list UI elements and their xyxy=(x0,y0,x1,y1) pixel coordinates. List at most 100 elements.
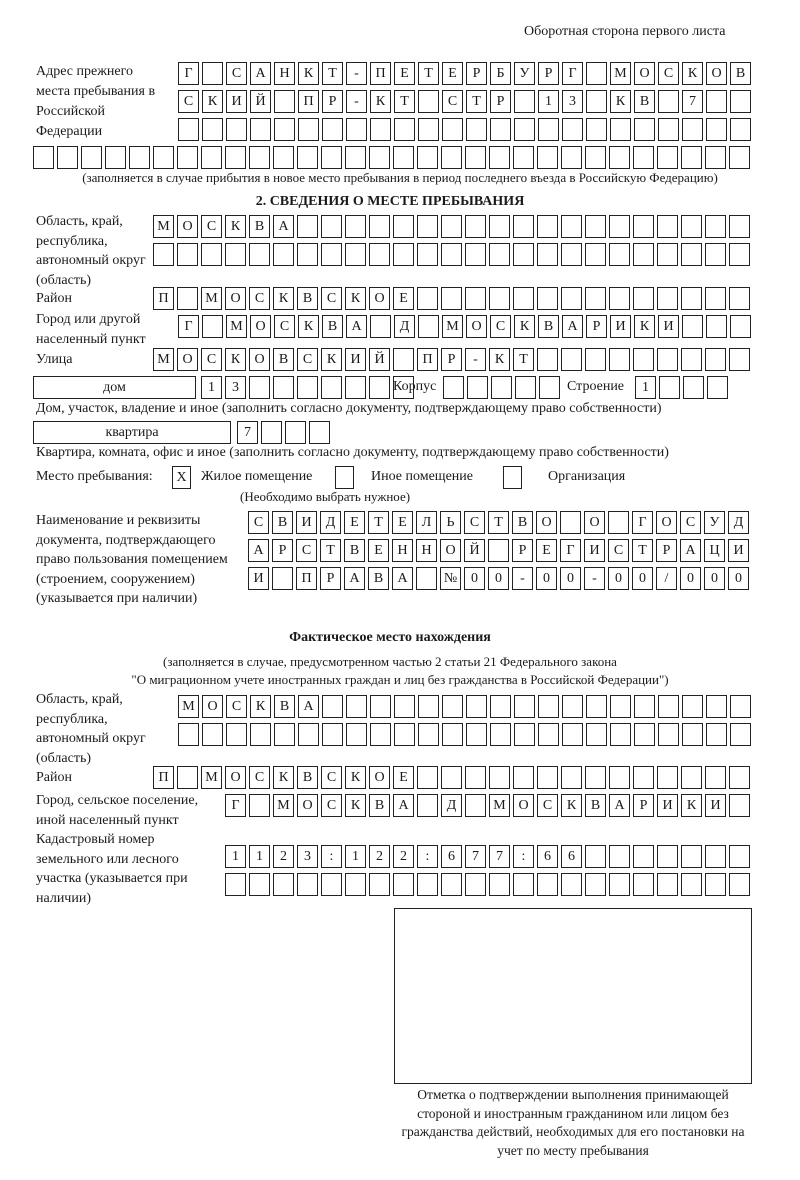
char-cell[interactable] xyxy=(345,243,366,266)
char-cell[interactable]: С xyxy=(226,62,247,85)
char-cell[interactable]: Р xyxy=(586,315,607,338)
char-cell[interactable] xyxy=(285,421,306,444)
char-cell[interactable]: Н xyxy=(392,539,413,562)
char-cell[interactable] xyxy=(105,146,126,169)
char-cell[interactable]: № xyxy=(440,567,461,590)
char-cell[interactable] xyxy=(488,539,509,562)
char-cell[interactable]: - xyxy=(584,567,605,590)
char-cell[interactable] xyxy=(418,695,439,718)
char-cell[interactable] xyxy=(466,695,487,718)
char-cell[interactable]: И xyxy=(296,511,317,534)
char-cell[interactable] xyxy=(369,873,390,896)
char-cell[interactable] xyxy=(513,287,534,310)
char-cell[interactable] xyxy=(81,146,102,169)
char-cell[interactable]: В xyxy=(274,695,295,718)
char-cell[interactable]: А xyxy=(298,695,319,718)
char-cell[interactable] xyxy=(729,243,750,266)
char-cell[interactable]: В xyxy=(297,287,318,310)
char-cell[interactable] xyxy=(177,766,198,789)
char-cell[interactable] xyxy=(369,215,390,238)
char-cell[interactable]: 7 xyxy=(237,421,258,444)
char-cell[interactable] xyxy=(417,215,438,238)
char-cell[interactable] xyxy=(465,873,486,896)
char-cell[interactable]: О xyxy=(225,766,246,789)
char-cell[interactable] xyxy=(345,146,366,169)
char-cell[interactable]: К xyxy=(610,90,631,113)
char-cell[interactable] xyxy=(370,118,391,141)
char-cell[interactable] xyxy=(609,146,630,169)
char-cell[interactable] xyxy=(417,243,438,266)
char-cell[interactable] xyxy=(682,315,703,338)
char-cell[interactable] xyxy=(730,315,751,338)
char-cell[interactable]: И xyxy=(226,90,247,113)
char-cell[interactable] xyxy=(298,723,319,746)
char-cell[interactable] xyxy=(705,766,726,789)
char-cell[interactable]: Е xyxy=(393,287,414,310)
char-cell[interactable] xyxy=(177,146,198,169)
char-cell[interactable]: Д xyxy=(728,511,749,534)
char-cell[interactable]: Р xyxy=(512,539,533,562)
char-cell[interactable] xyxy=(225,146,246,169)
char-cell[interactable]: А xyxy=(250,62,271,85)
char-cell[interactable]: В xyxy=(512,511,533,534)
char-cell[interactable] xyxy=(129,146,150,169)
char-cell[interactable] xyxy=(370,695,391,718)
char-cell[interactable] xyxy=(537,873,558,896)
char-cell[interactable] xyxy=(394,695,415,718)
char-cell[interactable]: Н xyxy=(274,62,295,85)
char-cell[interactable]: - xyxy=(346,90,367,113)
char-cell[interactable] xyxy=(417,766,438,789)
char-cell[interactable] xyxy=(705,215,726,238)
char-cell[interactable]: М xyxy=(226,315,247,338)
char-cell[interactable] xyxy=(417,794,438,817)
char-cell[interactable]: 0 xyxy=(488,567,509,590)
char-cell[interactable] xyxy=(441,243,462,266)
char-cell[interactable]: К xyxy=(250,695,271,718)
char-cell[interactable] xyxy=(561,873,582,896)
char-cell[interactable]: А xyxy=(562,315,583,338)
char-cell[interactable] xyxy=(273,243,294,266)
char-cell[interactable]: М xyxy=(610,62,631,85)
char-cell[interactable]: О xyxy=(249,348,270,371)
char-cell[interactable] xyxy=(585,766,606,789)
char-cell[interactable] xyxy=(706,315,727,338)
char-cell[interactable] xyxy=(706,695,727,718)
char-cell[interactable] xyxy=(465,287,486,310)
char-cell[interactable]: И xyxy=(658,315,679,338)
char-cell[interactable] xyxy=(514,118,535,141)
char-cell[interactable]: Й xyxy=(369,348,390,371)
char-cell[interactable] xyxy=(633,287,654,310)
char-cell[interactable]: 0 xyxy=(536,567,557,590)
char-cell[interactable] xyxy=(514,90,535,113)
char-cell[interactable] xyxy=(609,845,630,868)
char-cell[interactable] xyxy=(418,315,439,338)
char-cell[interactable]: Т xyxy=(513,348,534,371)
char-cell[interactable]: К xyxy=(514,315,535,338)
char-cell[interactable]: В xyxy=(322,315,343,338)
char-cell[interactable] xyxy=(729,146,750,169)
char-cell[interactable] xyxy=(586,695,607,718)
char-cell[interactable]: У xyxy=(704,511,725,534)
char-cell[interactable]: - xyxy=(465,348,486,371)
char-cell[interactable]: С xyxy=(297,348,318,371)
char-cell[interactable] xyxy=(538,118,559,141)
char-cell[interactable] xyxy=(393,215,414,238)
char-cell[interactable]: О xyxy=(634,62,655,85)
char-cell[interactable]: Т xyxy=(394,90,415,113)
char-cell[interactable]: Ь xyxy=(440,511,461,534)
char-cell[interactable] xyxy=(393,873,414,896)
char-cell[interactable]: 7 xyxy=(489,845,510,868)
char-cell[interactable]: К xyxy=(298,315,319,338)
char-cell[interactable]: И xyxy=(345,348,366,371)
char-cell[interactable] xyxy=(681,215,702,238)
char-cell[interactable]: М xyxy=(201,287,222,310)
char-cell[interactable] xyxy=(153,243,174,266)
char-cell[interactable] xyxy=(417,146,438,169)
char-cell[interactable] xyxy=(57,146,78,169)
char-cell[interactable] xyxy=(416,567,437,590)
char-cell[interactable] xyxy=(298,118,319,141)
option-other-checkbox[interactable] xyxy=(335,466,354,489)
char-cell[interactable] xyxy=(226,118,247,141)
char-cell[interactable] xyxy=(608,511,629,534)
char-cell[interactable] xyxy=(202,62,223,85)
